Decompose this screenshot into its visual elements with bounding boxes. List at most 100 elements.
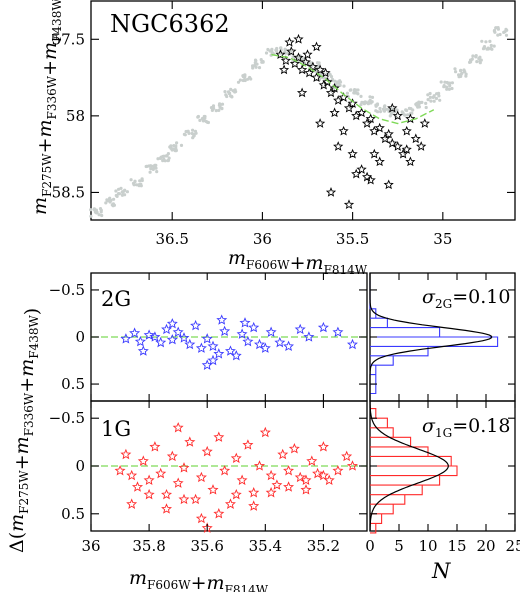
sequence-dot bbox=[148, 170, 152, 174]
sequence-dot bbox=[439, 80, 443, 84]
sequence-dot bbox=[445, 87, 449, 91]
delta-star bbox=[126, 469, 138, 481]
sequence-dot bbox=[200, 117, 204, 121]
delta-star bbox=[149, 441, 161, 452]
delta-star bbox=[283, 340, 294, 352]
sequence-dot bbox=[337, 81, 341, 85]
delta-star bbox=[213, 348, 225, 359]
cmd-y-tick-label: 57.5 bbox=[52, 30, 85, 48]
sequence-dot bbox=[122, 189, 126, 193]
sequence-dot bbox=[489, 47, 493, 51]
sequence-dot bbox=[424, 105, 428, 110]
cmd-star bbox=[293, 52, 304, 63]
sequence-dot bbox=[198, 118, 202, 122]
cmd-star bbox=[361, 171, 373, 182]
cmd-star bbox=[347, 148, 358, 159]
sequence-dot bbox=[159, 155, 163, 159]
sequence-dot bbox=[97, 213, 101, 217]
delta-1g-plot-area bbox=[91, 422, 367, 533]
delta-star bbox=[195, 471, 207, 483]
cmd-star bbox=[307, 61, 319, 72]
sequence-dot bbox=[135, 183, 139, 187]
sigma-1g-subscript: 1G bbox=[435, 426, 452, 440]
sequence-dot bbox=[437, 94, 441, 98]
sequence-dot bbox=[353, 88, 357, 92]
sequence-dot bbox=[225, 94, 229, 99]
sequence-dot bbox=[223, 90, 227, 94]
sequence-dot bbox=[147, 164, 151, 168]
sequence-dot bbox=[504, 33, 509, 37]
delta-y-tick-label: −0.5 bbox=[49, 281, 85, 299]
delta-star bbox=[161, 488, 173, 500]
delta-x-tick-label: 36 bbox=[81, 537, 100, 555]
sequence-dot bbox=[264, 51, 269, 55]
sequence-dot bbox=[125, 190, 129, 194]
cmd-star bbox=[392, 110, 403, 121]
sequence-dot bbox=[338, 79, 342, 83]
delta-star bbox=[303, 331, 315, 342]
sequence-dot bbox=[123, 193, 127, 197]
sequence-dot bbox=[238, 78, 242, 82]
sequence-dot bbox=[370, 95, 375, 99]
histogram-steps bbox=[369, 280, 499, 395]
sigma-2g-label: σ2G=0.10 bbox=[422, 286, 510, 311]
sequence-dot bbox=[226, 90, 231, 94]
cmd-star bbox=[284, 36, 295, 47]
cmd-star bbox=[318, 79, 329, 90]
delta-star bbox=[120, 333, 132, 344]
sequence-dot bbox=[375, 102, 380, 106]
delta-star bbox=[201, 359, 213, 370]
delta-y-axis-title: Δ(mF275W+mF336W+mF438W) bbox=[6, 308, 43, 553]
sequence-dot bbox=[429, 99, 433, 103]
delta-star bbox=[166, 318, 178, 329]
cmd-star bbox=[361, 118, 373, 128]
histogram-steps bbox=[370, 408, 458, 534]
sequence-dot bbox=[150, 164, 154, 168]
delta-y-tick-label: 0 bbox=[75, 457, 85, 475]
delta-star bbox=[253, 338, 266, 350]
delta-star bbox=[143, 329, 155, 340]
sequence-dot bbox=[415, 102, 419, 107]
delta-star bbox=[219, 465, 231, 476]
delta-star bbox=[332, 465, 344, 476]
cmd-y-tick-label: 58.5 bbox=[52, 183, 85, 201]
sequence-dot bbox=[261, 60, 265, 64]
sequence-dot bbox=[434, 96, 439, 101]
cmd-star bbox=[405, 113, 416, 124]
sequence-dot bbox=[112, 197, 116, 201]
sequence-dot bbox=[492, 44, 496, 48]
delta-star bbox=[195, 342, 207, 353]
sequence-dot bbox=[349, 88, 353, 92]
sequence-dot bbox=[155, 170, 159, 174]
delta-star bbox=[346, 338, 358, 350]
delta-star bbox=[230, 452, 242, 464]
sequence-dot bbox=[209, 106, 214, 110]
hist-x-tick-label: 10 bbox=[418, 537, 437, 555]
cmd-star bbox=[356, 164, 367, 174]
cmd-star bbox=[300, 56, 311, 67]
cmd-star bbox=[351, 168, 362, 179]
delta-star bbox=[236, 328, 248, 339]
hist-x-tick-label: 15 bbox=[447, 537, 466, 555]
sequence-dot bbox=[253, 63, 257, 68]
cmd-star bbox=[397, 148, 409, 159]
delta-star bbox=[277, 448, 289, 460]
sequence-dot bbox=[359, 103, 363, 107]
delta-star bbox=[129, 327, 141, 338]
sequence-dot bbox=[505, 28, 509, 32]
cmd-x-tick-label: 36 bbox=[253, 230, 272, 248]
sequence-dot bbox=[229, 87, 233, 91]
delta-star bbox=[239, 317, 251, 328]
delta-star bbox=[236, 474, 248, 486]
sigma-1g-value: =0.18 bbox=[452, 415, 510, 437]
sequence-dot bbox=[459, 68, 463, 72]
sequence-dot bbox=[89, 214, 93, 218]
sequence-dot bbox=[191, 136, 195, 140]
sequence-dot bbox=[166, 159, 170, 163]
delta-star bbox=[300, 474, 312, 486]
sequence-dot bbox=[116, 192, 121, 196]
delta-y-tick-label: −0.5 bbox=[49, 409, 85, 427]
sequence-dot bbox=[274, 49, 279, 53]
delta-star bbox=[230, 350, 242, 361]
sequence-dot bbox=[241, 74, 245, 78]
